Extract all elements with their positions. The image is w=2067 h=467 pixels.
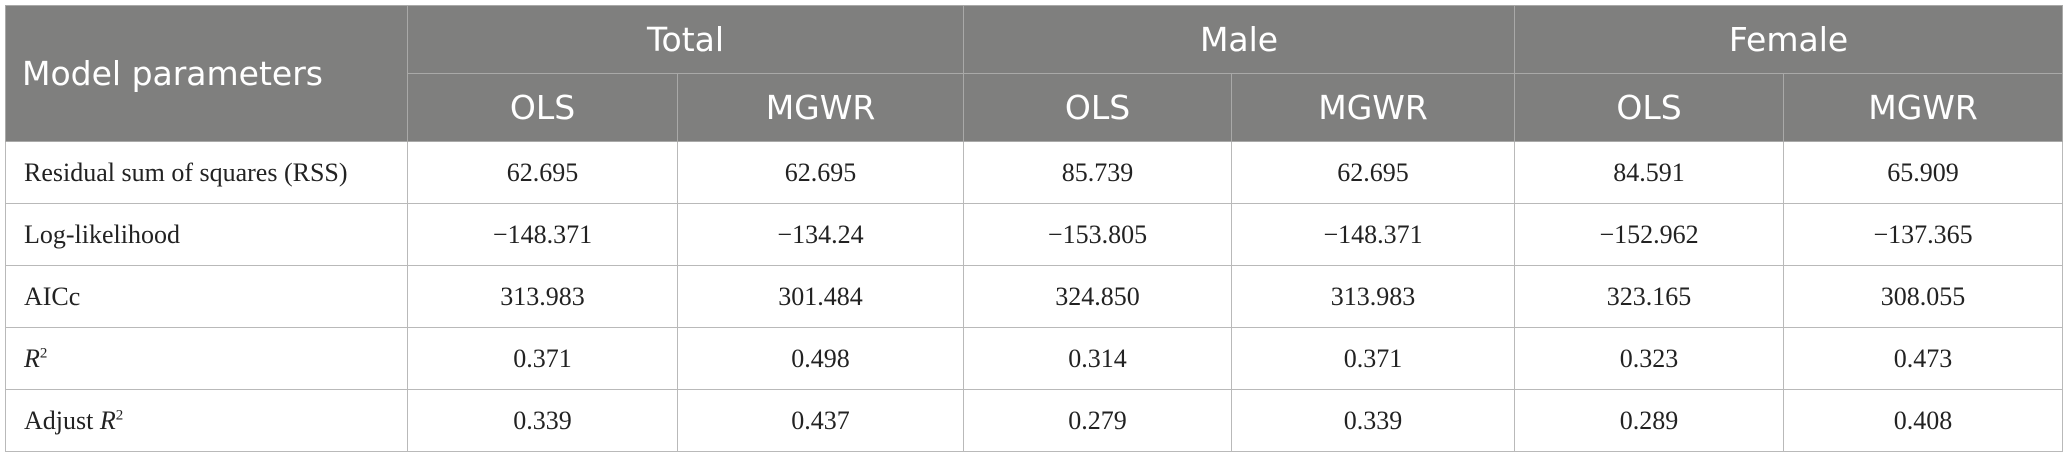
group-header-female: Female <box>1514 5 2064 74</box>
table-cell: 65.909 <box>1783 141 2064 204</box>
table-cell: −148.371 <box>407 203 678 266</box>
row-label-text: Residual sum of squares (RSS) <box>24 157 348 187</box>
table-cell: 0.371 <box>1231 327 1516 390</box>
group-header-row: Model parameters Total Male Female <box>5 5 2064 142</box>
subheader-mgwr: MGWR <box>1231 73 1516 142</box>
row-label-text: AICc <box>24 281 81 311</box>
table-cell: 0.371 <box>407 327 678 390</box>
table-cell: 308.055 <box>1783 265 2064 328</box>
row-label-text: Adjust <box>24 405 100 435</box>
table-cell: 0.473 <box>1783 327 2064 390</box>
table-cell: 301.484 <box>676 265 965 328</box>
row-label: Residual sum of squares (RSS) <box>5 141 408 204</box>
table-cell: 323.165 <box>1514 265 1785 328</box>
table-cell: 0.339 <box>407 389 678 452</box>
subheader-ols: OLS <box>1514 73 1785 142</box>
model-comparison-table: Model parameters Total Male Female OLS M… <box>5 5 2064 452</box>
table-cell: 313.983 <box>1231 265 1516 328</box>
row-label-superscript: 2 <box>115 406 124 423</box>
table-cell: 0.408 <box>1783 389 2064 452</box>
subheader-row: OLS MGWR OLS MGWR OLS MGWR <box>6 73 2064 142</box>
table-cell: −148.371 <box>1231 203 1516 266</box>
table-row: Log-likelihood −148.371 −134.24 −153.805… <box>5 203 2064 266</box>
table-cell: 0.279 <box>963 389 1233 452</box>
row-label: R2 <box>5 327 408 390</box>
row-label: AICc <box>5 265 408 328</box>
subheader-ols: OLS <box>963 73 1233 142</box>
row-label: Log-likelihood <box>5 203 408 266</box>
table-cell: 313.983 <box>407 265 678 328</box>
table-cell: 62.695 <box>407 141 678 204</box>
table-header: Model parameters Total Male Female OLS M… <box>5 5 2064 142</box>
subheader-ols: OLS <box>407 73 678 142</box>
group-header-total: Total <box>406 5 965 74</box>
results-table-container: Model parameters Total Male Female OLS M… <box>5 5 2064 452</box>
table-cell: −134.24 <box>676 203 965 266</box>
model-parameters-header: Model parameters <box>5 5 408 142</box>
table-cell: 0.323 <box>1514 327 1785 390</box>
row-label-variable: R <box>24 343 40 373</box>
table-cell: 0.314 <box>963 327 1233 390</box>
table-cell: 62.695 <box>676 141 965 204</box>
table-cell: 0.498 <box>676 327 965 390</box>
table-body: Residual sum of squares (RSS) 62.695 62.… <box>5 141 2064 452</box>
row-label-variable: R <box>99 405 116 435</box>
table-cell: 85.739 <box>963 141 1233 204</box>
row-label: Adjust R2 <box>5 389 408 452</box>
table-cell: 0.289 <box>1514 389 1785 452</box>
row-label-text: Log-likelihood <box>24 219 180 249</box>
table-row: AICc 313.983 301.484 324.850 313.983 323… <box>5 265 2064 328</box>
table-cell: −137.365 <box>1783 203 2064 266</box>
table-cell: −153.805 <box>963 203 1233 266</box>
subheader-mgwr: MGWR <box>676 73 965 142</box>
table-row: Adjust R2 0.339 0.437 0.279 0.339 0.289 … <box>5 389 2064 452</box>
subheader-mgwr: MGWR <box>1783 73 2064 142</box>
table-cell: −152.962 <box>1514 203 1785 266</box>
table-cell: 0.437 <box>676 389 965 452</box>
row-label-superscript: 2 <box>39 344 48 361</box>
table-row: R2 0.371 0.498 0.314 0.371 0.323 0.473 <box>5 327 2064 390</box>
group-header-male: Male <box>963 5 1516 74</box>
table-cell: 62.695 <box>1231 141 1516 204</box>
table-cell: 84.591 <box>1514 141 1785 204</box>
table-row: Residual sum of squares (RSS) 62.695 62.… <box>5 141 2064 204</box>
table-cell: 324.850 <box>963 265 1233 328</box>
table-cell: 0.339 <box>1231 389 1516 452</box>
